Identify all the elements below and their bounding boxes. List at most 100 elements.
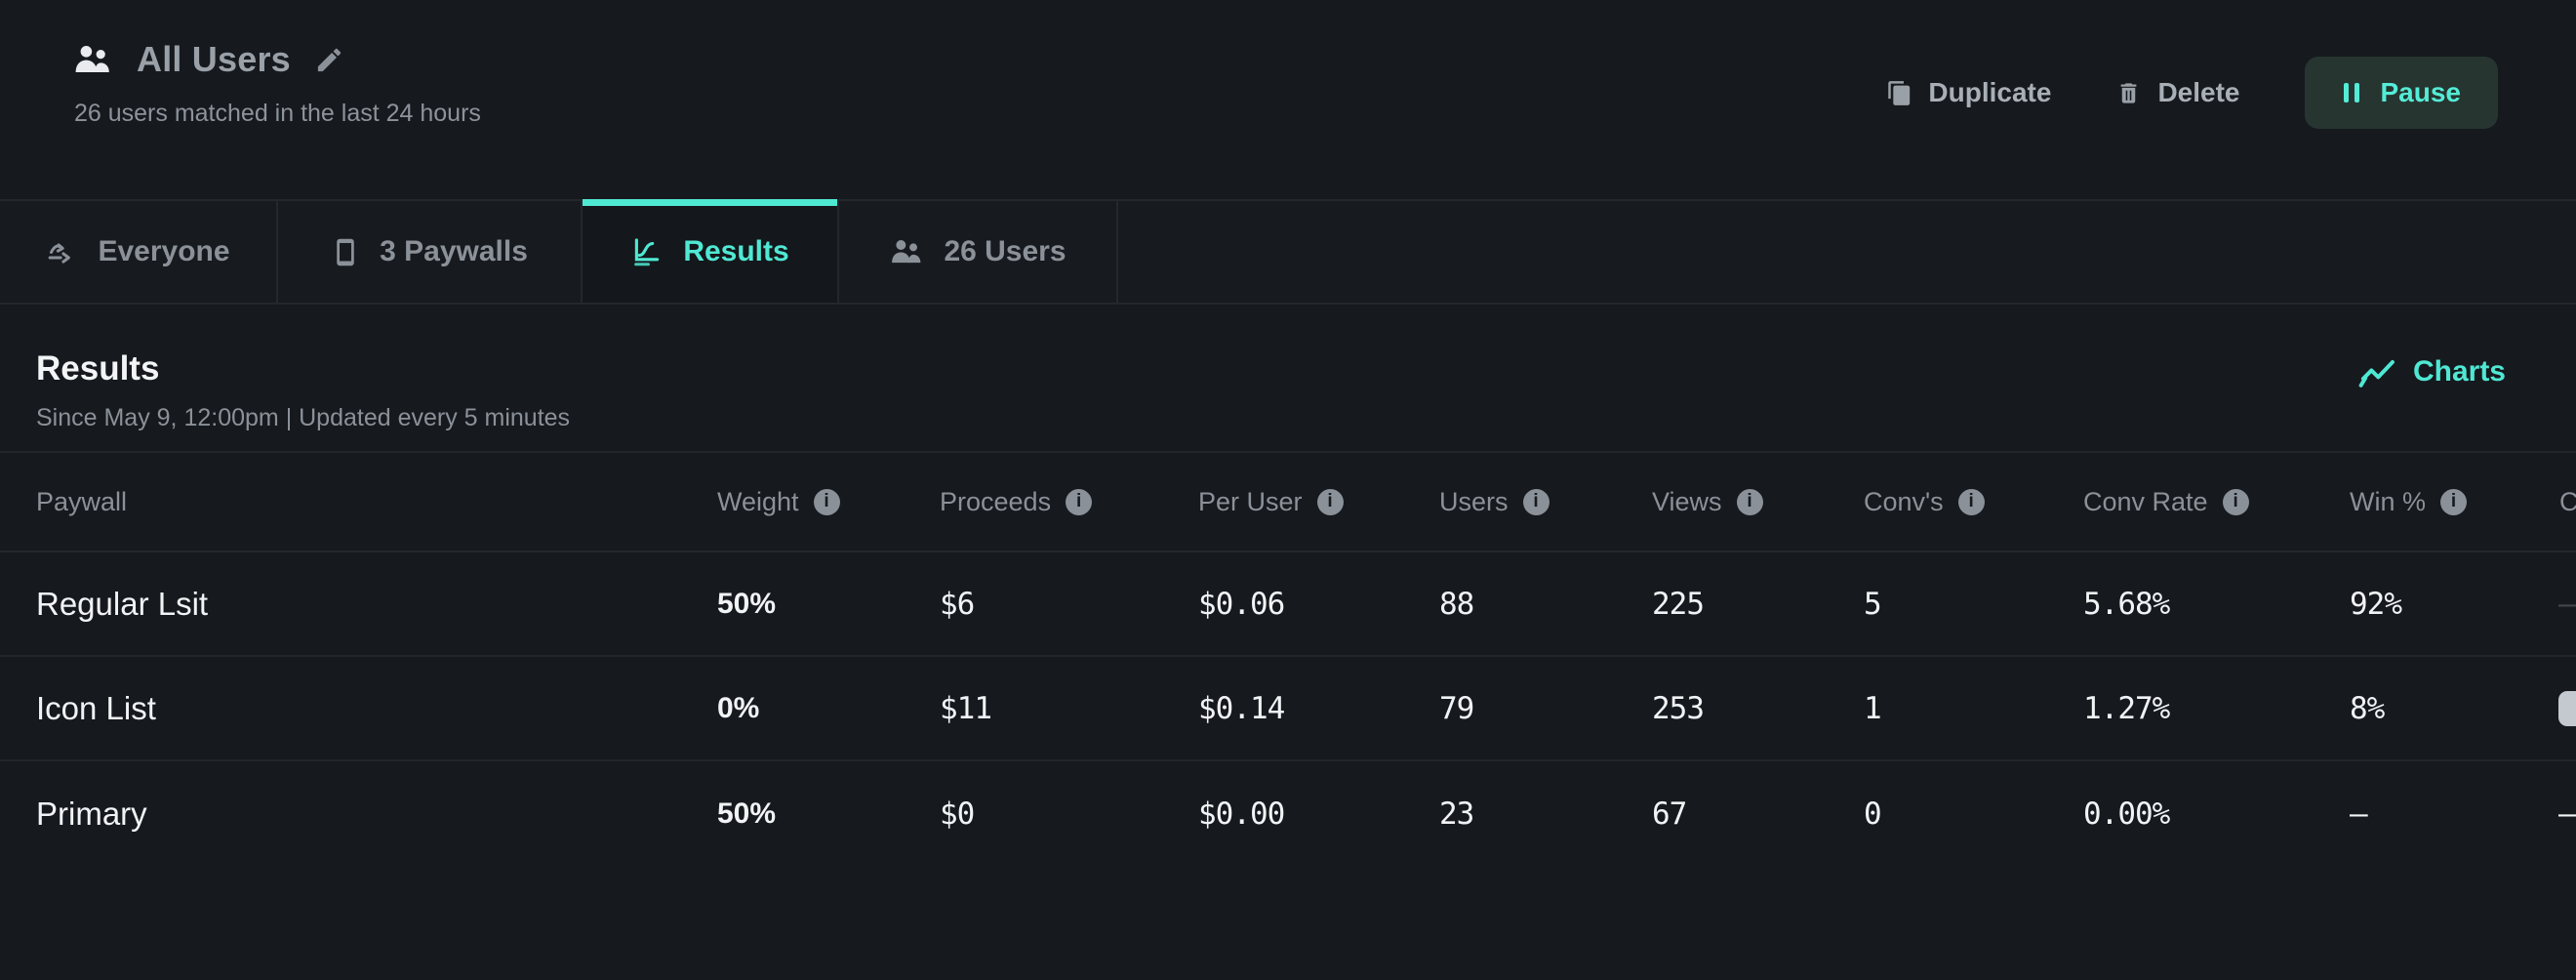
users-icon <box>72 43 113 76</box>
views-cell: 253 <box>1652 690 1705 726</box>
info-icon[interactable]: i <box>1957 488 1985 515</box>
conv-rate-cell: 5.68% <box>2083 586 2170 622</box>
tab-results-label: Results <box>683 235 789 267</box>
audience-heading: All Users 26 users matched in the last 2… <box>72 39 481 128</box>
views-cell: 225 <box>1652 586 1705 622</box>
tab-bar: Everyone 3 Paywalls Results <box>0 199 2576 305</box>
win-pct-cell: 8% <box>2350 690 2385 726</box>
paywall-name-cell: Regular Lsit <box>36 585 209 622</box>
users-cell: 88 <box>1439 586 1474 622</box>
clipped-cell <box>2555 690 2576 726</box>
conv-rate-cell: 1.27% <box>2083 690 2170 726</box>
info-icon[interactable]: i <box>2440 488 2468 515</box>
col-proceeds: Proceeds i <box>940 487 1198 517</box>
info-icon[interactable]: i <box>1066 488 1093 515</box>
results-subtitle: Since May 9, 12:00pm | Updated every 5 m… <box>36 404 571 431</box>
col-proceeds-label: Proceeds <box>940 486 1052 516</box>
col-conv-rate-label: Conv Rate <box>2083 486 2208 516</box>
col-win-pct: Win % i <box>2350 487 2555 517</box>
proceeds-cell: $11 <box>940 690 992 726</box>
paywall-name-cell: Icon List <box>36 689 156 726</box>
duplicate-icon <box>1886 80 1912 106</box>
paywall-name-cell: Primary <box>36 795 147 832</box>
split-arrow-icon <box>46 236 78 268</box>
tab-users-label: 26 Users <box>944 235 1067 267</box>
clipped-value: – <box>2558 586 2576 622</box>
info-icon[interactable]: i <box>1316 488 1344 515</box>
charts-label: Charts <box>2412 355 2506 388</box>
badge-fragment <box>2558 690 2576 726</box>
clipped-value: – <box>2558 796 2576 832</box>
pause-label: Pause <box>2380 77 2462 107</box>
col-users: Users i <box>1439 487 1652 517</box>
results-table: Paywall Weight i Proceeds i Per User i User… <box>0 451 2576 866</box>
table-row: Primary 50% $0 $0.00 23 67 0 0.00% – – <box>0 761 2576 866</box>
col-weight: Weight i <box>717 487 940 517</box>
duplicate-label: Duplicate <box>1928 77 2052 107</box>
col-users-label: Users <box>1439 486 1509 516</box>
top-bar: All Users 26 users matched in the last 2… <box>0 0 2576 199</box>
col-views: Views i <box>1652 487 1864 517</box>
trending-line-icon <box>2356 355 2395 388</box>
col-clipped-label: C <box>2559 486 2576 516</box>
info-icon[interactable]: i <box>1522 488 1550 515</box>
win-pct-cell: 92% <box>2350 586 2402 622</box>
proceeds-cell: $0 <box>940 796 975 832</box>
col-per-user: Per User i <box>1198 487 1439 517</box>
conv-rate-cell: 0.00% <box>2083 796 2170 832</box>
tab-everyone[interactable]: Everyone <box>0 201 278 303</box>
edit-title-icon[interactable] <box>314 45 344 75</box>
table-header-row: Paywall Weight i Proceeds i Per User i User… <box>0 451 2576 552</box>
col-convs: Conv's i <box>1864 487 2083 517</box>
results-heading-block: Results Since May 9, 12:00pm | Updated e… <box>36 349 570 432</box>
clipped-cell: – <box>2555 796 2576 832</box>
page-title: All Users <box>137 39 291 79</box>
trash-icon <box>2115 80 2142 106</box>
weight-cell: 0% <box>717 691 760 724</box>
charts-button[interactable]: Charts <box>2356 355 2506 388</box>
pause-button[interactable]: Pause <box>2304 57 2498 129</box>
col-views-label: Views <box>1652 486 1722 516</box>
info-icon[interactable]: i <box>2222 488 2249 515</box>
col-paywall-label: Paywall <box>36 486 128 516</box>
matched-users-subtitle: 26 users matched in the last 24 hours <box>74 100 481 127</box>
header-actions: Duplicate Delete Pause <box>1886 57 2498 129</box>
tab-paywalls[interactable]: 3 Paywalls <box>278 201 583 303</box>
chart-curve-icon <box>630 235 664 268</box>
col-win-pct-label: Win % <box>2350 486 2427 516</box>
users-cell: 23 <box>1439 796 1474 832</box>
proceeds-cell: $6 <box>940 586 975 622</box>
delete-button[interactable]: Delete <box>2115 77 2240 108</box>
duplicate-button[interactable]: Duplicate <box>1886 77 2051 108</box>
info-icon[interactable]: i <box>1736 488 1763 515</box>
per-user-cell: $0.14 <box>1198 690 1285 726</box>
col-per-user-label: Per User <box>1198 486 1303 516</box>
per-user-cell: $0.06 <box>1198 586 1285 622</box>
clipped-cell: – <box>2555 587 2576 622</box>
table-row: Icon List 0% $11 $0.14 79 253 1 1.27% 8% <box>0 657 2576 761</box>
tab-users[interactable]: 26 Users <box>839 201 1118 303</box>
table-row: Regular Lsit 50% $6 $0.06 88 225 5 5.68%… <box>0 552 2576 657</box>
per-user-cell: $0.00 <box>1198 796 1285 832</box>
delete-label: Delete <box>2157 77 2240 107</box>
win-pct-cell: – <box>2350 796 2368 832</box>
convs-cell: 1 <box>1864 690 1882 726</box>
col-convs-label: Conv's <box>1864 486 1944 516</box>
col-weight-label: Weight <box>717 486 799 516</box>
info-icon[interactable]: i <box>813 488 840 515</box>
phone-icon <box>331 236 360 268</box>
results-title: Results <box>36 349 160 388</box>
weight-cell: 50% <box>717 796 777 830</box>
users-cell: 79 <box>1439 690 1474 726</box>
col-clipped: C <box>2555 487 2576 517</box>
users-icon <box>889 237 924 266</box>
col-conv-rate: Conv Rate i <box>2083 487 2350 517</box>
weight-cell: 50% <box>717 587 777 620</box>
convs-cell: 0 <box>1864 796 1882 832</box>
pause-icon <box>2342 80 2361 105</box>
convs-cell: 5 <box>1864 586 1882 622</box>
tab-everyone-label: Everyone <box>98 235 230 267</box>
views-cell: 67 <box>1652 796 1687 832</box>
tab-results[interactable]: Results <box>583 199 839 303</box>
